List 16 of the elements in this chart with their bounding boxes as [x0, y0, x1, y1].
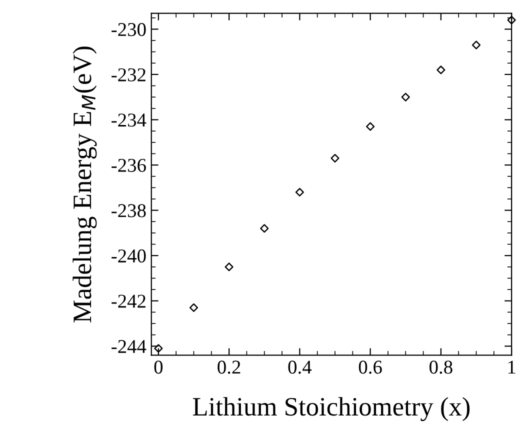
y-tick-label: -242 [112, 294, 146, 308]
x-tick-label: 0.8 [430, 360, 452, 374]
x-axis-title: Lithium Stoichiometry (x) [192, 397, 470, 422]
y-tick-label: -230 [112, 22, 146, 36]
y-tick-label: -234 [112, 114, 146, 127]
y-tick-label: -238 [112, 204, 146, 218]
x-tick-label: 0.6 [358, 360, 382, 374]
x-tick-label: 1 [508, 360, 516, 374]
x-tick-label: 0.4 [288, 360, 312, 374]
y-tick-label: -240 [112, 249, 146, 263]
y-tick-label: -244 [112, 340, 146, 353]
y-axis-title: Madelung Energy E$_{M}$(eV) [72, 46, 97, 322]
y-tick-label: -236 [112, 158, 146, 172]
y-tick-label: -232 [112, 68, 146, 82]
x-tick-label: 0 [154, 360, 163, 374]
x-tick-label: 0.2 [218, 360, 240, 374]
